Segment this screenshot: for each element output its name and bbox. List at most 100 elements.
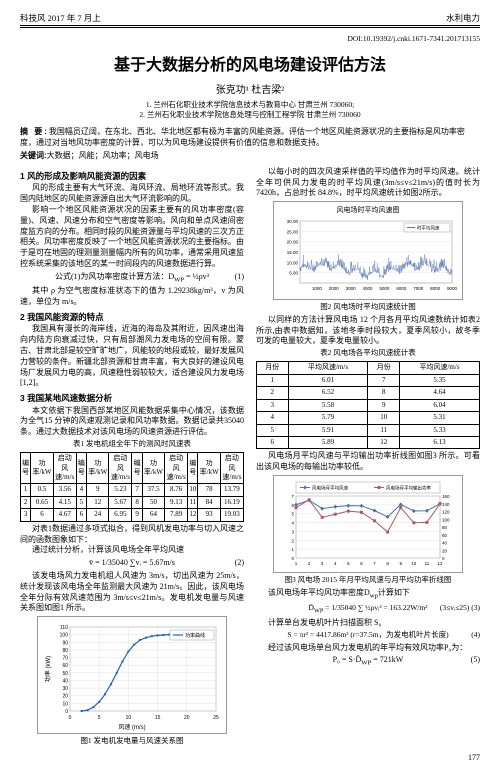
table-cell: 9 — [132, 509, 142, 521]
table-cell: 编号 — [76, 453, 86, 484]
table-row: 10.53.56495.23737.58.76107813.79 — [21, 484, 244, 496]
para: 通过统计分析，计算该风电场全年平均风速 — [20, 545, 244, 556]
svg-text:1: 1 — [295, 561, 298, 566]
chart2-caption: 图2 风电场时平均风速统计图 — [256, 302, 480, 312]
table-cell: 12 — [368, 436, 400, 448]
svg-text:80: 80 — [62, 648, 68, 654]
table-cell: 37.5 — [142, 484, 164, 496]
table-cell: 5.79 — [288, 412, 368, 424]
svg-text:5000: 5000 — [379, 286, 390, 291]
table-cell: 功率/kW — [87, 453, 109, 484]
para: 本文依据下我国西部某地区风能数据采集中心情况，该数据为全气15 分钟的风速观测记… — [20, 406, 244, 438]
table-cell: 月份 — [257, 362, 289, 374]
table-cell: 启动风速/m/s — [109, 453, 132, 484]
table-cell: 4.64 — [400, 387, 480, 399]
svg-text:0: 0 — [69, 715, 72, 721]
table-cell: 5.67 — [109, 496, 132, 508]
svg-text:140: 140 — [442, 502, 450, 507]
table-1: 编号功率/kW启动风速/m/s编号功率/kW启动风速/m/s编号功率/kW启动风… — [20, 452, 244, 522]
svg-text:风电场月平均输出功率: 风电场月平均输出功率 — [386, 485, 431, 492]
svg-text:20: 20 — [184, 715, 190, 721]
svg-text:7000: 7000 — [413, 286, 424, 291]
para: 计算单台发电机叶片扫描面积 S₀ — [256, 618, 480, 629]
table-cell: 2 — [21, 496, 31, 508]
formula-number: (5) — [471, 655, 480, 666]
table-cell: 13.79 — [220, 484, 243, 496]
abstract-label: 摘 要: — [20, 127, 49, 136]
table-cell: 78 — [198, 484, 220, 496]
formula-number: (4) — [471, 630, 480, 640]
table-row: 编号功率/kW启动风速/m/s编号功率/kW启动风速/m/s编号功率/kW启动风… — [21, 453, 244, 484]
table-cell: 5.23 — [109, 484, 132, 496]
table-cell: 84 — [198, 496, 220, 508]
table-cell: 平均风速/m/s — [288, 362, 368, 374]
svg-text:40: 40 — [442, 541, 448, 546]
table-cell: 93 — [198, 509, 220, 521]
svg-text:功率曲线: 功率曲线 — [185, 632, 205, 639]
svg-text:80: 80 — [442, 525, 448, 530]
table-cell: 6.52 — [288, 387, 368, 399]
table-cell: 10 — [368, 412, 400, 424]
affil-2: 2. 兰州石化职业技术学院信息处理与控制工程学院 甘肃兰州 730060 — [20, 110, 480, 120]
svg-text:15.00: 15.00 — [287, 250, 299, 255]
svg-text:1: 1 — [291, 547, 294, 552]
formula-body: S = πr² = 4417.86m² (r=37.5m，为发电机叶片长度) — [287, 630, 448, 639]
table-cell: 月份 — [368, 362, 400, 374]
svg-text:60: 60 — [62, 663, 68, 669]
table-cell: 7 — [368, 374, 400, 386]
chart-2-box: 风电场时平均风速图 5.0010.0015.0020.0025.0030.001… — [273, 201, 463, 299]
table-cell: 50 — [142, 496, 164, 508]
svg-text:4000: 4000 — [363, 286, 374, 291]
para: 我国具有漫长的海岸线，近海的海岛及其附近，因风速出海向内陆方向衰减过快，只有局部… — [20, 324, 244, 389]
right-column: 以每小时的四次风速采样值的平均值作为时平均风速。统计全年可供风力发电的时平均风速… — [256, 167, 480, 749]
table-row: 20.654.155125.678509.13118416.19 — [21, 496, 244, 508]
table-cell: 3.56 — [53, 484, 76, 496]
table-cell: 5 — [257, 424, 289, 436]
table-cell: 8 — [368, 387, 400, 399]
svg-text:8000: 8000 — [430, 286, 441, 291]
table-cell: 5.89 — [288, 436, 368, 448]
table-cell: 6.95 — [109, 509, 132, 521]
paper-title: 基于大数据分析的风电场建设评估方法 — [20, 51, 480, 75]
para: 该发电场风力发电机组人风速为 3m/s，切出风速为 25m/s，统计发现该风电场… — [20, 571, 244, 614]
table-cell: 6.01 — [288, 374, 368, 386]
table-cell: 9 — [368, 399, 400, 411]
table-cell: 编号 — [21, 453, 31, 484]
keywords-label: 关键词: — [20, 151, 47, 160]
svg-text:9000: 9000 — [447, 286, 458, 291]
table-cell: 8 — [132, 496, 142, 508]
table-cell: 6.13 — [400, 436, 480, 448]
table-row: 45.79105.31 — [257, 412, 480, 424]
svg-text:5.00: 5.00 — [289, 270, 298, 275]
table-cell: 5.91 — [288, 424, 368, 436]
svg-text:12: 12 — [437, 561, 443, 566]
formula-4: S = πr² = 4417.86m² (r=37.5m，为发电机叶片长度) (… — [256, 630, 480, 640]
table-cell: 5.58 — [288, 399, 368, 411]
table-cell: 功率/kW — [198, 453, 220, 484]
para: 对表1数据通过多项式拟合，得到风机发电功率与切入风速之间的函数图象如下： — [20, 524, 244, 546]
svg-text:90: 90 — [62, 640, 68, 646]
two-column-body: 1 风的形成及影响风能资源的因素 风的形成主要有大气环流、海风环流、局地环流等形… — [20, 167, 480, 749]
table-row: 26.5284.64 — [257, 387, 480, 399]
table-cell: 4 — [76, 484, 86, 496]
table-cell: 2 — [257, 387, 289, 399]
para: 该风电场年平均风功率密度Dwp计算如下 — [256, 588, 480, 601]
svg-text:4: 4 — [334, 561, 337, 566]
svg-text:25.00: 25.00 — [287, 229, 299, 234]
para: 其中 ρ 为空气密度标准状态下的值为 1.29238kg/m³，v 为风速，单位… — [20, 286, 244, 308]
svg-text:100: 100 — [60, 633, 69, 639]
table-cell: 编号 — [188, 453, 198, 484]
formula-1: 公式(1)为风功率密度计算方法：DWP = ½ρv³ (1) — [20, 272, 244, 285]
table-cell: 功率/kW — [142, 453, 164, 484]
keywords: 关键词:大数据；风能；风功率；风电场 — [20, 150, 480, 161]
table-cell: 5.35 — [400, 374, 480, 386]
table-cell: 12 — [87, 496, 109, 508]
table-cell: 1 — [21, 484, 31, 496]
keywords-text: 大数据；风能；风功率；风电场 — [47, 151, 159, 160]
table-row: 364.676246.959647.89129319.03 — [21, 509, 244, 521]
table-cell: 5.31 — [400, 412, 480, 424]
svg-text:120: 120 — [442, 510, 450, 515]
chart-1: 01020304050607080901001100510152025风速 (m… — [42, 621, 222, 731]
table-cell: 6 — [76, 509, 86, 521]
svg-text:10: 10 — [411, 561, 417, 566]
